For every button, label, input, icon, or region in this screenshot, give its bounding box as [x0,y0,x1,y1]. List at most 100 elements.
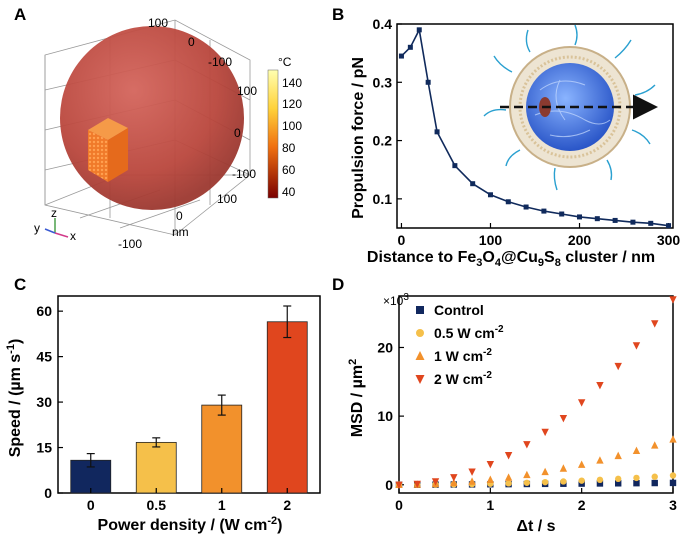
flagella [483,24,656,191]
b-data-point [425,79,431,85]
a-tick-right-zero: 0 [234,126,241,140]
b-data-point [523,204,529,210]
b-data-point [452,163,458,169]
d-x-tick-label: 0 [395,497,403,513]
d-data-point [559,464,568,472]
d-data-point [450,478,458,487]
b-data-point [398,53,404,59]
c-x-tick-label: 2 [283,497,291,513]
b-data-point [434,129,440,135]
d-legend-marker [416,329,424,337]
d-data-point [468,477,476,485]
a-tick-bottom-pos: 100 [217,192,237,206]
triad-x: x [70,229,76,243]
d-data-point [651,473,658,480]
d-legend-marker [415,375,425,384]
d-data-point [651,320,659,328]
b-y-tick-label: 0.4 [373,16,393,32]
d-legend-label: 1 W cm-2 [434,347,492,364]
a-tick-bottom-neg: -100 [118,237,142,251]
c-y-tick-label: 30 [36,394,52,410]
b-data-point [577,214,583,220]
a-tick-top-pos: 100 [148,16,168,30]
b-y-axis-label: Propulsion force / pN [350,57,367,219]
b-data-point [505,199,511,205]
b-plot-area: 0 100 200 300 0.1 0.2 0.3 0.4 [373,16,681,248]
b-data-point [666,223,672,229]
d-data-point [615,480,622,487]
d-data-point [633,479,640,487]
d-data-point [395,481,403,489]
d-data-point [669,296,677,304]
d-data-point [450,474,458,482]
b-y-tick-label: 0.2 [373,133,393,149]
d-data-point [632,342,641,350]
panel-c-label: C [14,275,26,294]
b-x-tick-label: 100 [479,232,503,248]
colorbar: °C 140 120 100 80 60 40 [267,55,302,199]
heated-cube [88,118,128,182]
triad-y: y [34,221,40,235]
d-data-point [596,480,604,487]
c-bar [201,404,243,494]
d-data-point [596,476,604,484]
b-y-tick-label: 0.1 [373,191,393,207]
d-data-point [504,452,513,460]
d-data-point [632,446,641,455]
d-data-point [669,435,677,443]
b-inset-illustration [483,24,658,191]
b-x-tick-label: 300 [657,232,681,248]
d-y-tick-label: 0 [385,477,393,493]
d-data-point [577,460,586,468]
c-x-tick-label: 1 [218,497,226,513]
d-legend-label: 2 W cm-2 [434,370,492,387]
a-tick-top-zero: 0 [188,35,195,49]
b-data-point [612,217,618,223]
b-x-tick-label: 0 [398,232,406,248]
d-data-point [669,472,677,479]
c-y-axis-label: Speed / (µm s-1) [5,339,24,458]
panel-c: C Speed / (µm s-1) Power density / (W cm… [5,275,321,534]
d-data-point [614,362,622,371]
b-data-point [594,216,600,222]
d-data-point [651,479,658,487]
d-data-point [669,479,677,487]
axis-triad: z x y [34,206,76,243]
b-data-point [630,219,636,225]
d-y-tick-label: 20 [377,339,393,355]
d-multiplier: ×103 [383,292,409,308]
d-legend-marker [415,351,425,360]
c-x-tick-label: 0.5 [147,497,167,513]
d-data-point [560,478,567,485]
b-x-tick-label: 200 [568,232,592,248]
d-data-point [523,441,531,449]
triad-z: z [51,206,57,220]
d-data-point [633,474,640,482]
panel-d-label: D [332,275,344,294]
colorbar-unit: °C [278,55,292,69]
d-x-axis-label: Δt / s [516,518,555,535]
d-data-point [577,399,586,407]
c-x-tick-label: 0 [87,497,95,513]
c-bar [135,441,177,494]
panel-a: A 100 0 -100 100 0 -100 100 0 [14,5,302,251]
temperature-sphere [60,26,244,210]
d-data-point [541,478,549,486]
d-data-point [596,382,604,390]
d-data-point [596,456,604,464]
d-data-point [505,480,512,487]
d-data-point [651,441,659,449]
a-tick-right-neg: -100 [232,167,256,181]
colorbar-tick: 60 [282,163,296,177]
c-y-tick-label: 60 [36,303,52,319]
a-tick-right-pos: 100 [237,84,257,98]
b-x-axis-label: Distance to Fe3O4@Cu9S8 cluster / nm [367,249,655,269]
colorbar-tick: 80 [282,141,296,155]
b-plot-frame [396,23,674,229]
d-data-point [523,470,531,479]
d-data-point [615,475,622,483]
colorbar-tick: 100 [282,119,302,133]
d-data-point [413,480,421,489]
b-data-point [416,27,422,33]
